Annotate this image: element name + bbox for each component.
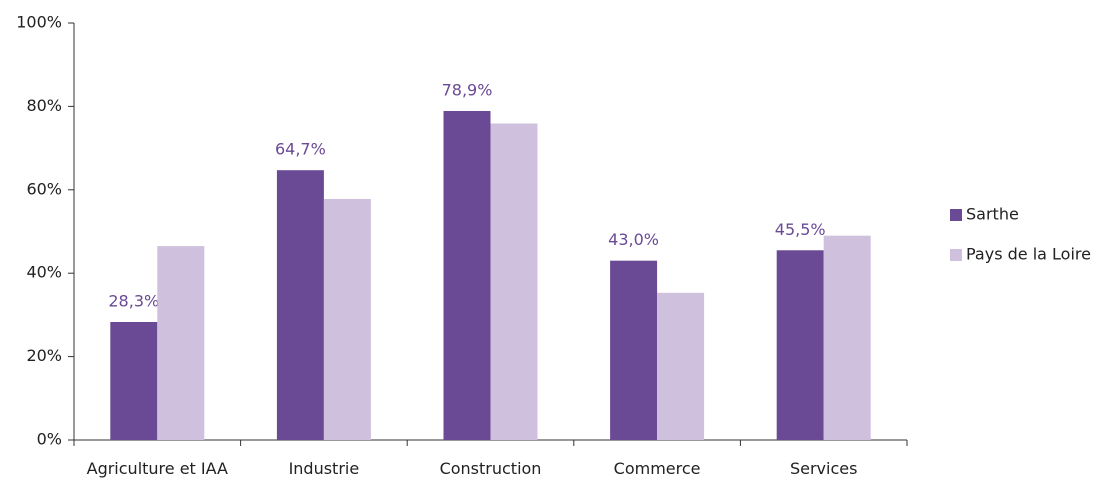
bar	[657, 292, 705, 440]
y-tick-label: 40%	[26, 263, 62, 282]
data-label: 43,0%	[608, 230, 659, 249]
y-tick-label: 80%	[26, 96, 62, 115]
legend-label: Pays de la Loire	[966, 245, 1091, 264]
bar	[323, 198, 371, 440]
legend-swatch	[950, 209, 962, 221]
bar	[490, 123, 538, 440]
y-tick-label: 100%	[16, 13, 62, 32]
x-tick-label: Commerce	[613, 459, 701, 478]
bar	[610, 260, 658, 440]
x-tick-label: Services	[789, 459, 858, 478]
legend-swatch	[950, 249, 962, 261]
bar	[276, 170, 324, 441]
bar	[823, 235, 871, 440]
x-tick-label: Agriculture et IAA	[86, 459, 228, 478]
y-tick-label: 0%	[37, 430, 62, 449]
bar	[110, 321, 158, 440]
data-label: 28,3%	[108, 291, 159, 310]
data-label: 78,9%	[442, 80, 493, 99]
x-tick-label: Construction	[439, 459, 542, 478]
data-label: 64,7%	[275, 140, 326, 159]
y-tick-label: 20%	[26, 346, 62, 365]
bar	[776, 250, 824, 440]
data-label: 45,5%	[775, 220, 826, 239]
x-tick-label: Industrie	[288, 459, 360, 478]
bar	[443, 110, 491, 440]
y-tick-label: 60%	[26, 179, 62, 198]
bar	[157, 246, 205, 440]
legend-label: Sarthe	[966, 205, 1019, 224]
